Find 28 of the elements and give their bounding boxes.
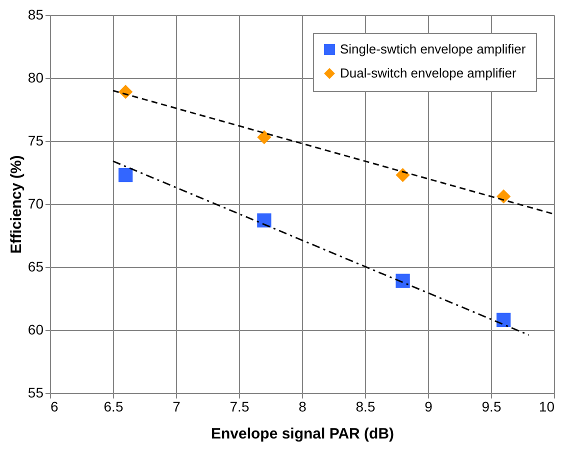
x-tick-label: 10 bbox=[538, 398, 555, 414]
x-tick-label: 7 bbox=[172, 398, 181, 414]
y-tick-label: 70 bbox=[28, 196, 44, 212]
y-tick-label: 75 bbox=[28, 132, 44, 148]
x-axis-title: Envelope signal PAR (dB) bbox=[210, 426, 394, 442]
point bbox=[118, 168, 133, 182]
point bbox=[257, 130, 272, 144]
point bbox=[118, 84, 133, 99]
y-tick-label: 85 bbox=[28, 6, 44, 22]
point bbox=[496, 189, 511, 204]
legend-label: Dual-switch envelope amplifier bbox=[340, 66, 517, 80]
y-tick-label: 65 bbox=[28, 258, 44, 274]
legend-label: Single-swtich envelope amplifier bbox=[340, 42, 526, 56]
x-tick-label: 8 bbox=[298, 398, 307, 414]
y-tick-label: 80 bbox=[28, 70, 44, 86]
point bbox=[396, 168, 410, 182]
point bbox=[257, 213, 272, 228]
y-tick-label: 55 bbox=[28, 384, 44, 400]
x-tick-label: 7.5 bbox=[230, 398, 250, 414]
y-axis-title: Efficiency (%) bbox=[8, 155, 25, 254]
x-tick-label: 9.5 bbox=[482, 398, 502, 414]
x-tick-label: 6 bbox=[50, 398, 58, 414]
x-tick-label: 8.5 bbox=[356, 398, 376, 414]
y-tick-label: 60 bbox=[28, 322, 44, 338]
point bbox=[396, 274, 410, 288]
point bbox=[496, 312, 511, 327]
x-tick-label: 6.5 bbox=[104, 398, 124, 414]
x-tick-label: 9 bbox=[424, 398, 433, 414]
